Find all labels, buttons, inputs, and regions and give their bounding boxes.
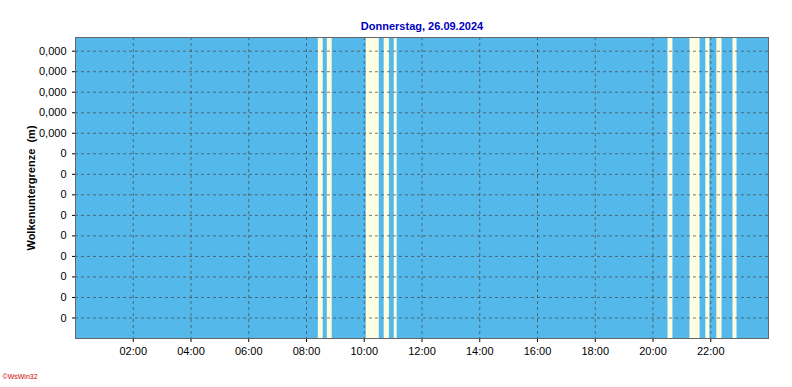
svg-text:0,000: 0,000 — [39, 127, 67, 139]
svg-text:0,000: 0,000 — [39, 106, 67, 118]
svg-text:Donnerstag, 26.09.2024: Donnerstag, 26.09.2024 — [361, 20, 484, 32]
svg-text:0: 0 — [60, 311, 66, 323]
svg-text:02:00: 02:00 — [119, 345, 147, 357]
svg-text:0: 0 — [60, 147, 66, 159]
svg-text:12:00: 12:00 — [408, 345, 436, 357]
svg-text:08:00: 08:00 — [293, 345, 321, 357]
svg-text:22:00: 22:00 — [697, 345, 725, 357]
svg-text:©WsWin32: ©WsWin32 — [3, 373, 38, 380]
svg-text:20:00: 20:00 — [639, 345, 667, 357]
svg-text:0,000: 0,000 — [39, 45, 67, 57]
svg-text:0: 0 — [60, 188, 66, 200]
svg-text:0: 0 — [60, 270, 66, 282]
svg-text:0: 0 — [60, 250, 66, 262]
svg-text:0: 0 — [60, 291, 66, 303]
svg-text:14:00: 14:00 — [466, 345, 494, 357]
svg-text:18:00: 18:00 — [581, 345, 609, 357]
svg-text:0: 0 — [60, 229, 66, 241]
svg-text:0: 0 — [60, 209, 66, 221]
svg-text:Wolkenuntergrenze (m): Wolkenuntergrenze (m) — [25, 125, 37, 250]
svg-text:04:00: 04:00 — [177, 345, 205, 357]
svg-text:16:00: 16:00 — [524, 345, 552, 357]
svg-text:06:00: 06:00 — [235, 345, 263, 357]
svg-text:0,000: 0,000 — [39, 65, 67, 77]
svg-text:0: 0 — [60, 168, 66, 180]
svg-text:10:00: 10:00 — [350, 345, 378, 357]
svg-text:0,000: 0,000 — [39, 86, 67, 98]
